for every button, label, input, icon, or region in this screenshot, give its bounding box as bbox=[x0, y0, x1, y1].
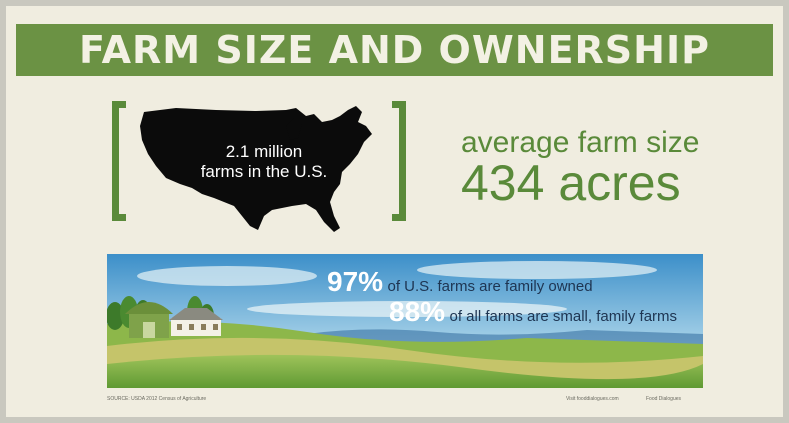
infographic: FARM SIZE AND OWNERSHIP 2.1 million farm… bbox=[6, 6, 783, 417]
family-owned-stat: 97% of U.S. farms are family owned bbox=[327, 266, 593, 298]
small-family-percent: 88% bbox=[389, 296, 446, 327]
small-family-text: of all farms are small, family farms bbox=[449, 308, 678, 325]
farm-count-line1: 2.1 million bbox=[225, 142, 303, 161]
right-bracket bbox=[392, 101, 406, 221]
title-banner: FARM SIZE AND OWNERSHIP bbox=[16, 24, 773, 76]
page-title: FARM SIZE AND OWNERSHIP bbox=[79, 28, 710, 72]
family-owned-percent: 97% bbox=[327, 266, 384, 297]
barn-icon bbox=[125, 302, 173, 338]
average-farm-size-value: 434 acres bbox=[461, 155, 681, 211]
family-owned-text: of U.S. farms are family owned bbox=[387, 278, 593, 295]
brand-logo: Food Dialogues bbox=[646, 396, 682, 402]
average-farm-size-label: average farm size bbox=[461, 126, 700, 159]
farmhouse-icon bbox=[169, 308, 223, 336]
farm-count-line2: farms in the U.S. bbox=[200, 162, 328, 181]
us-map-icon bbox=[140, 106, 372, 232]
farm-landscape: 97% of U.S. farms are family owned 88% o… bbox=[107, 254, 703, 388]
left-bracket bbox=[112, 101, 126, 221]
landscape-illustration bbox=[107, 254, 703, 388]
website-link[interactable]: Visit fooddialogues.com bbox=[566, 396, 619, 402]
farm-count-text: 2.1 million farms in the U.S. bbox=[174, 142, 354, 182]
source-note: SOURCE: USDA 2012 Census of Agriculture bbox=[107, 396, 207, 402]
small-family-stat: 88% of all farms are small, family farms bbox=[389, 296, 677, 328]
